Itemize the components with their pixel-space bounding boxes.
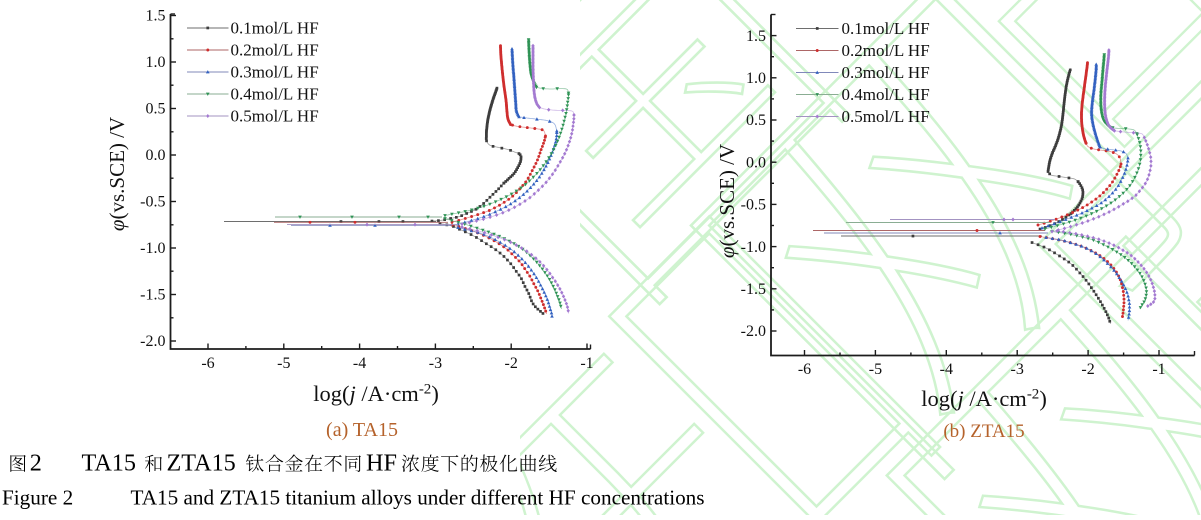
svg-text:0.3mol/L HF: 0.3mol/L HF [231,63,319,82]
svg-text:Figure 2: Figure 2 [2,486,73,510]
svg-text:-1.5: -1.5 [741,281,766,298]
svg-text:-0.5: -0.5 [741,197,766,214]
svg-text:1.5: 1.5 [146,8,166,25]
svg-text:φ(vs.SCE) /V: φ(vs.SCE) /V [715,144,739,258]
svg-text:-1.0: -1.0 [741,239,766,256]
svg-text:0.0: 0.0 [746,154,766,171]
svg-text:-3: -3 [1011,361,1024,378]
svg-text:0.3mol/L HF: 0.3mol/L HF [842,63,930,82]
svg-text:-4: -4 [940,361,953,378]
svg-text:2: 2 [30,450,42,477]
svg-text:-0.5: -0.5 [140,194,165,211]
svg-text:HF: HF [366,450,397,477]
svg-text:-1.0: -1.0 [140,240,165,257]
svg-text:-4: -4 [353,355,366,372]
svg-text:ZTA15: ZTA15 [167,450,236,477]
svg-text:(a) TA15: (a) TA15 [326,419,398,441]
svg-text:(b) ZTA15: (b) ZTA15 [943,421,1024,442]
svg-text:1.0: 1.0 [746,70,766,87]
svg-text:-2.0: -2.0 [741,323,766,340]
svg-text:TA15: TA15 [82,450,137,477]
svg-text:1.0: 1.0 [146,54,166,71]
svg-text:0.1mol/L HF: 0.1mol/L HF [231,19,319,38]
svg-text:0.2mol/L HF: 0.2mol/L HF [231,41,319,60]
svg-text:0.4mol/L HF: 0.4mol/L HF [842,85,930,104]
svg-text:0.0: 0.0 [146,147,166,164]
svg-text:-2.0: -2.0 [140,333,165,350]
svg-text:-1.5: -1.5 [140,287,165,304]
svg-text:0.5mol/L HF: 0.5mol/L HF [842,107,930,126]
svg-text:0.5mol/L HF: 0.5mol/L HF [231,107,319,126]
svg-text:-3: -3 [429,355,442,372]
svg-text:log(j /A·cm-2): log(j /A·cm-2) [921,386,1047,411]
svg-text:-6: -6 [798,361,811,378]
svg-text:log(j /A·cm-2): log(j /A·cm-2) [313,381,439,406]
svg-text:-2: -2 [505,355,518,372]
svg-text:-1: -1 [580,355,593,372]
svg-text:TA15 and ZTA15 titanium alloys: TA15 and ZTA15 titanium alloys under dif… [131,486,705,510]
svg-text:-1: -1 [1152,361,1165,378]
svg-text:1.5: 1.5 [746,28,766,45]
svg-text:0.1mol/L HF: 0.1mol/L HF [842,19,930,38]
svg-text:0.5: 0.5 [746,112,766,129]
svg-text:0.2mol/L HF: 0.2mol/L HF [842,41,930,60]
svg-text:0.5: 0.5 [146,101,166,118]
svg-text:-5: -5 [869,361,882,378]
svg-text:-6: -6 [201,355,214,372]
svg-text:-5: -5 [277,355,290,372]
svg-text:0.4mol/L HF: 0.4mol/L HF [231,85,319,104]
svg-text:-2: -2 [1081,361,1094,378]
svg-text:φ(vs.SCE) /V: φ(vs.SCE) /V [105,117,129,231]
